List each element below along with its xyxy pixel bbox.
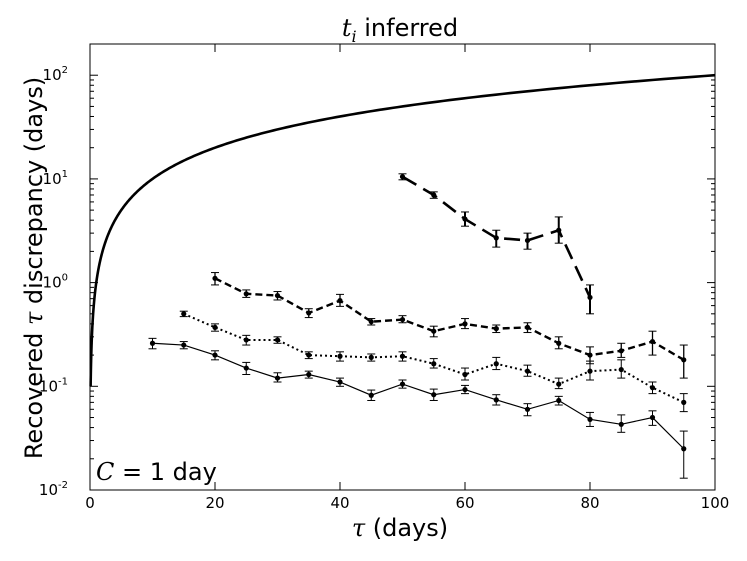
data-point [524,237,531,244]
data-point [556,227,562,233]
x-tick-label: 20 [205,494,224,512]
data-point [649,338,656,345]
data-point [212,324,218,330]
data-point [431,328,437,334]
data-point [306,371,312,378]
y-tick-label: 10-1 [39,376,68,395]
plot-frame [89,43,716,491]
series-dotted [179,310,688,413]
data-point [524,368,531,374]
data-point [493,397,499,403]
data-point [462,371,468,378]
data-point [368,319,374,325]
data-point [399,316,406,323]
data-point [399,353,406,359]
data-point [556,381,562,387]
data-point [431,361,437,367]
data-point [306,310,312,316]
x-tick-label: 0 [85,494,95,512]
data-point [681,399,687,405]
data-point [399,174,406,180]
data-point [618,348,624,354]
plot-layer [89,73,716,479]
data-point [493,361,499,367]
data-point [462,216,468,222]
data-point [431,192,437,198]
data-point [181,311,187,317]
y-axis-title: Recovered τ discrepancy (days) [20,77,48,459]
series-solid [148,337,688,479]
series-dashed-long [398,173,594,315]
data-point [431,392,437,398]
data-point [212,275,218,281]
series-line [214,277,685,361]
data-point [618,421,624,427]
data-point [587,294,593,301]
data-point [587,368,593,374]
data-point [649,414,656,421]
data-point [493,326,499,332]
data-point [462,386,468,393]
data-point [681,446,687,452]
data-point [243,365,249,371]
data-point [587,416,593,422]
data-point [524,324,531,330]
series-line [152,342,685,450]
data-point [524,406,531,412]
data-point [243,291,249,297]
data-point [274,292,281,299]
annotation-c: C = 1 day [96,458,217,486]
series-dashed-short [211,272,688,379]
y-tick-label: 100 [43,273,68,292]
reference-curve [89,73,716,387]
data-point [462,321,468,327]
data-point [587,352,593,358]
data-point [493,235,499,241]
data-point [212,352,218,358]
series-line [183,312,685,404]
data-point [274,375,281,381]
data-point [368,392,374,398]
data-point [556,340,562,346]
data-point [368,354,374,360]
data-point [149,340,156,346]
data-point [337,353,343,359]
chart-title: ti inferred [342,14,458,46]
x-tick-label: 60 [455,494,474,512]
data-point [337,298,343,304]
x-tick-label: 100 [701,494,730,512]
y-tick-label: 102 [43,65,68,84]
data-point [337,379,343,385]
data-point [306,352,312,358]
data-point [618,366,624,373]
data-point [399,381,406,387]
x-axis-title: τ (days) [352,514,448,542]
data-point [681,357,687,363]
x-tick-label: 80 [580,494,599,512]
data-point [274,337,281,343]
y-tick-label: 10-2 [39,480,68,499]
data-point [649,385,656,391]
data-point [556,397,562,404]
y-tick-label: 101 [43,169,68,188]
ticks-layer: 0 20 40 60 80 100 10-2 10-1 100 101 102 [39,43,730,512]
data-point [181,342,187,348]
data-point [243,337,249,343]
x-tick-label: 40 [330,494,349,512]
